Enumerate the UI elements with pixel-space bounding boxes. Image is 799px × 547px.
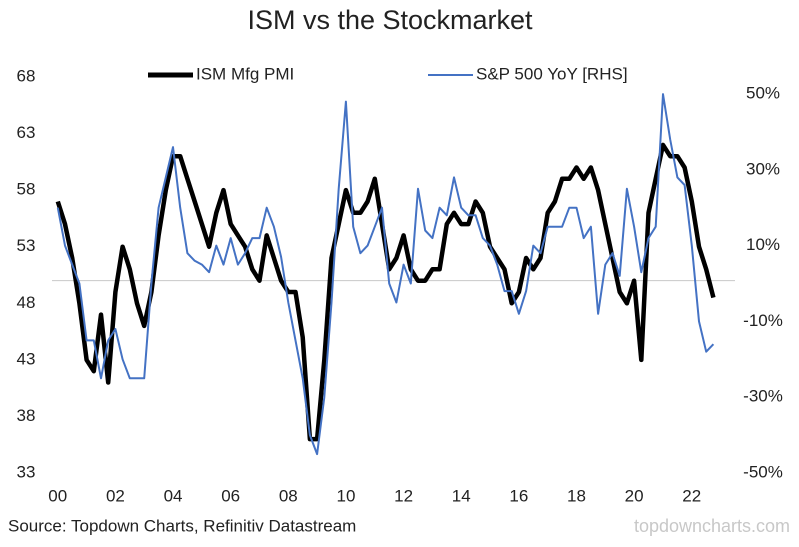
series-line: [55, 142, 716, 442]
y2-tick-label: 10%: [746, 235, 780, 254]
x-tick-label: 10: [336, 486, 355, 505]
watermark: topdowncharts.com: [634, 516, 790, 536]
x-tick-label: 22: [682, 486, 701, 505]
chart-title: ISM vs the Stockmarket: [247, 5, 533, 35]
y-tick-label: 38: [17, 406, 36, 425]
x-tick-label: 02: [106, 486, 125, 505]
y2-tick-label: 30%: [746, 159, 780, 178]
y-tick-label: 48: [17, 293, 36, 312]
x-tick-label: 18: [567, 486, 586, 505]
x-tick-label: 08: [279, 486, 298, 505]
y-tick-label: 68: [17, 66, 36, 85]
x-tick-label: 04: [164, 486, 183, 505]
y-tick-label: 63: [17, 123, 36, 142]
legend-label: S&P 500 YoY [RHS]: [476, 64, 628, 83]
series-line: [56, 93, 715, 456]
x-tick-label: 06: [221, 486, 240, 505]
x-tick-label: 12: [394, 486, 413, 505]
y2-tick-label: -10%: [743, 311, 783, 330]
y2-tick-label: -50%: [743, 462, 783, 481]
legend-label: ISM Mfg PMI: [196, 64, 294, 83]
x-tick-label: 14: [452, 486, 471, 505]
y2-tick-label: -30%: [743, 387, 783, 406]
y-tick-label: 33: [17, 462, 36, 481]
y2-tick-label: 50%: [746, 84, 780, 103]
y-tick-label: 53: [17, 236, 36, 255]
x-tick-label: 00: [48, 486, 67, 505]
y-tick-label: 58: [17, 180, 36, 199]
x-tick-label: 20: [625, 486, 644, 505]
y-tick-label: 43: [17, 349, 36, 368]
source: Source: Topdown Charts, Refinitiv Datast…: [8, 516, 356, 535]
x-tick-label: 16: [509, 486, 528, 505]
